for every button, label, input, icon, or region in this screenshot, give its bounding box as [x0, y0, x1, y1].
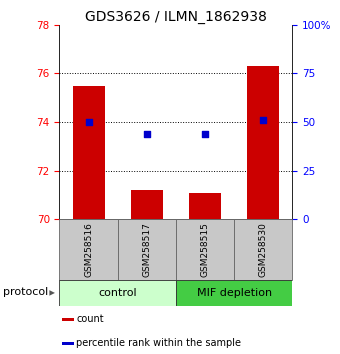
Bar: [118, 219, 176, 280]
Bar: [62, 318, 74, 321]
Text: percentile rank within the sample: percentile rank within the sample: [76, 337, 241, 348]
Bar: [73, 86, 105, 219]
Point: [144, 131, 150, 137]
Text: count: count: [76, 314, 104, 324]
Bar: [247, 66, 279, 219]
Text: GSM258517: GSM258517: [142, 222, 151, 277]
Point: [260, 118, 266, 123]
Text: control: control: [98, 288, 137, 298]
Text: GSM258515: GSM258515: [201, 222, 209, 277]
Bar: [176, 280, 292, 306]
Bar: [59, 280, 176, 306]
Bar: [189, 193, 221, 219]
Bar: [176, 219, 234, 280]
Bar: [131, 190, 163, 219]
Bar: [234, 219, 292, 280]
Point: [202, 131, 208, 137]
Text: GSM258530: GSM258530: [259, 222, 268, 277]
Text: GSM258516: GSM258516: [84, 222, 93, 277]
Point: [86, 119, 91, 125]
Bar: [62, 342, 74, 345]
Bar: [59, 219, 118, 280]
Title: GDS3626 / ILMN_1862938: GDS3626 / ILMN_1862938: [85, 10, 267, 24]
Text: MIF depletion: MIF depletion: [197, 288, 272, 298]
Text: protocol: protocol: [3, 287, 48, 297]
